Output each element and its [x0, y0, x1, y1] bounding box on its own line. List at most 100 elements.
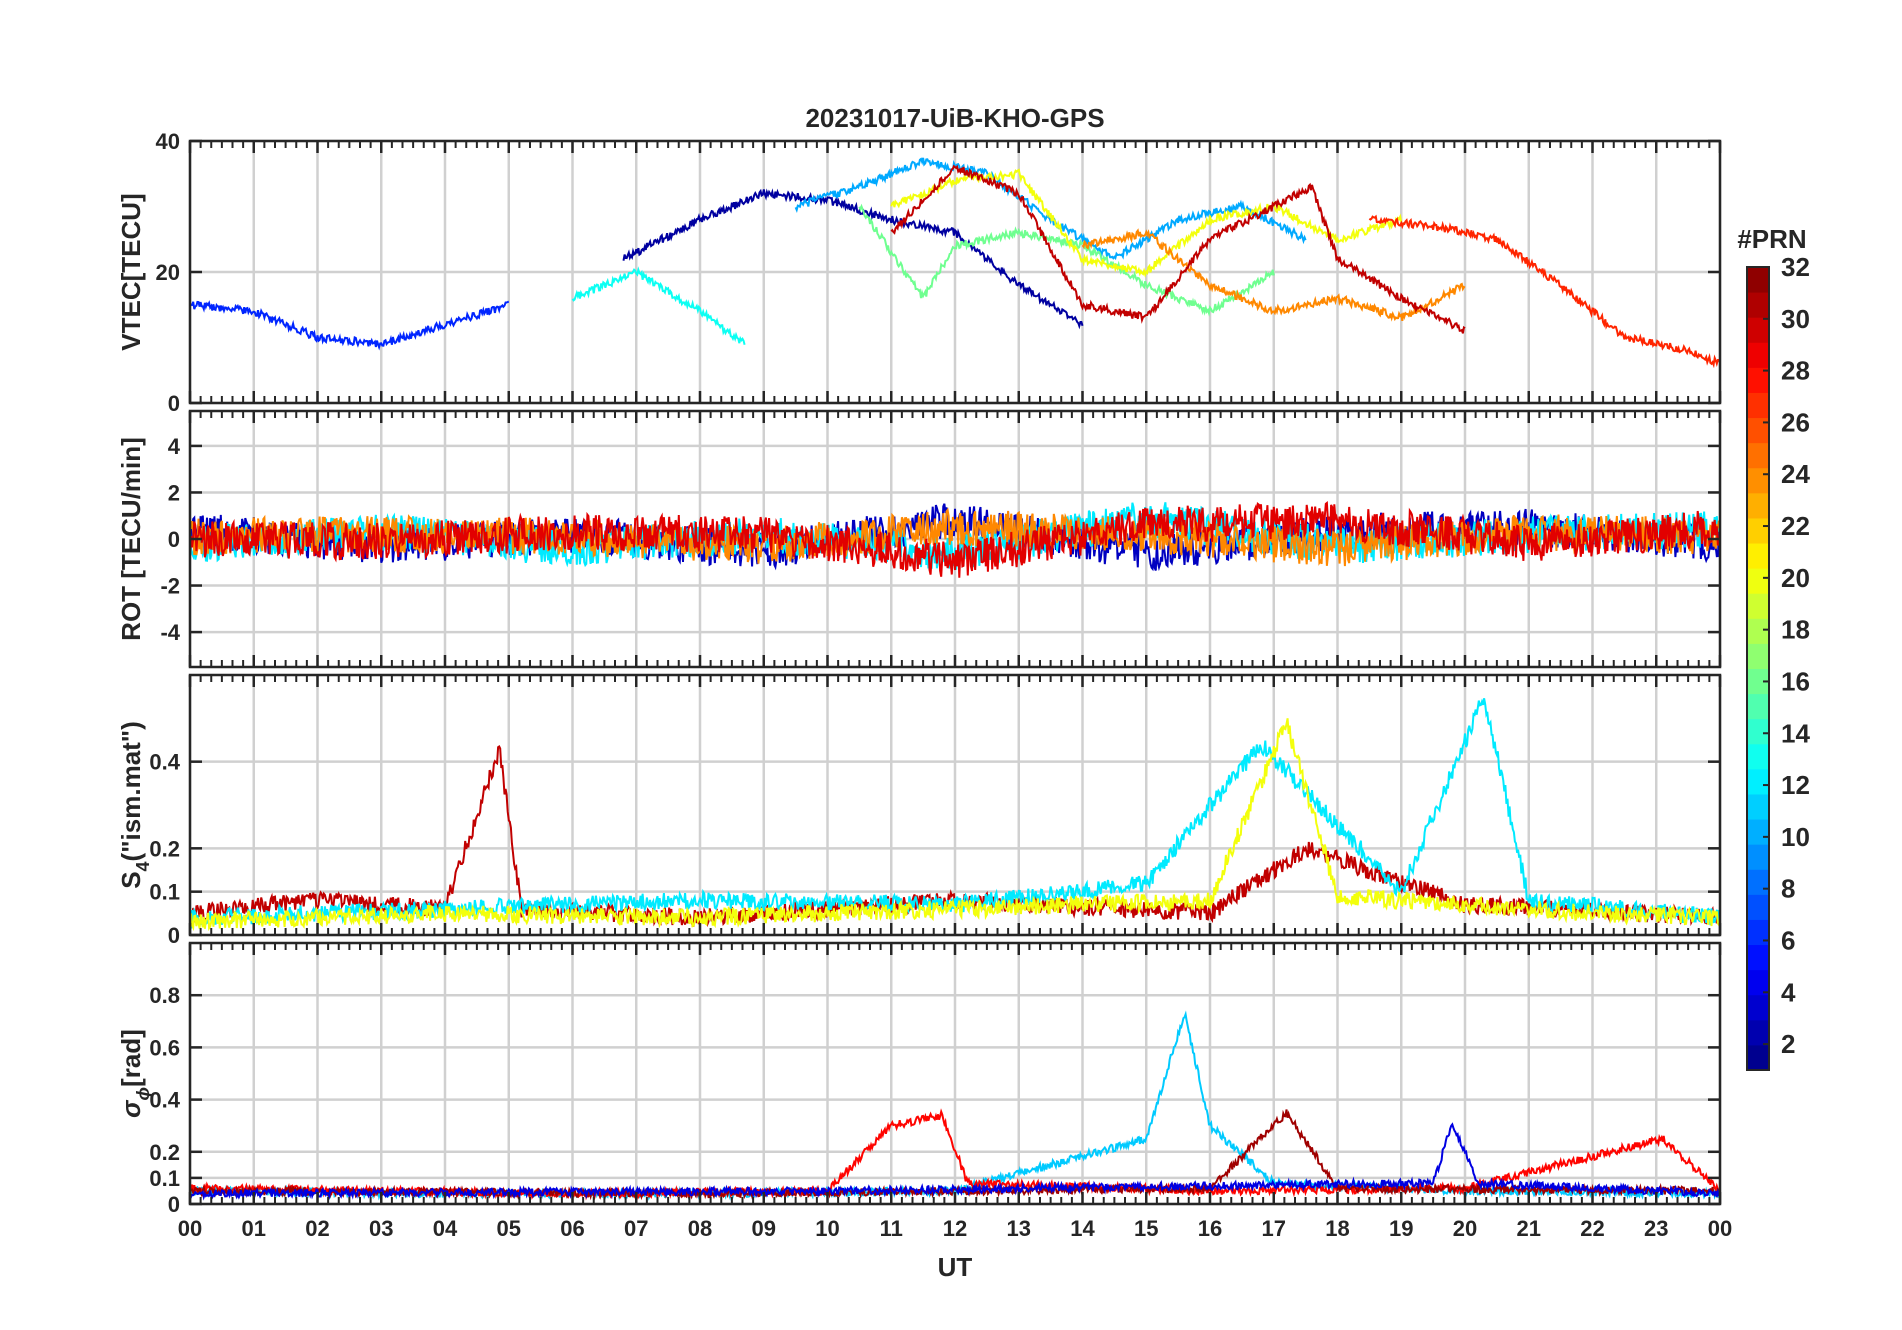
x-tick-label: 08	[688, 1216, 712, 1241]
y-tick-label: 20	[156, 260, 180, 285]
x-tick-label: 11	[880, 1216, 903, 1241]
series-line-prn-4	[190, 1122, 1720, 1201]
colorbar-tick-label: 32	[1781, 252, 1810, 282]
colorbar-band	[1747, 643, 1769, 669]
y-tick-label: -4	[160, 620, 180, 645]
colorbar-band	[1747, 568, 1769, 594]
panel-s4: 0 0.1 0.2 0.4S4("ism.mat")	[116, 673, 1722, 948]
chart-title: 20231017-UiB-KHO-GPS	[805, 103, 1104, 133]
colorbar-tick-label: 18	[1781, 615, 1810, 645]
series-line-prn-24	[1081, 228, 1466, 322]
y-axis-label-rot: ROT [TECU/min]	[116, 437, 146, 641]
colorbar-tick-label: 20	[1781, 563, 1810, 593]
y-axis-label-vtec: VTEC[TECU]	[116, 193, 146, 350]
x-tick-label: 02	[305, 1216, 329, 1241]
colorbar-tick-label: 28	[1781, 356, 1810, 386]
x-ticks-sigma_phi	[188, 943, 1722, 1204]
series-line-prn-20	[190, 718, 1720, 932]
y-tick-label: 4	[168, 434, 181, 459]
y-tick-label: 0.1	[149, 1166, 180, 1191]
colorbar-band	[1747, 693, 1769, 720]
x-tick-label: 09	[752, 1216, 776, 1241]
colorbar-band	[1747, 844, 1769, 870]
x-tick-label: 05	[497, 1216, 521, 1241]
y-tick-label: 40	[156, 129, 180, 154]
colorbar-band	[1747, 618, 1769, 644]
series-line-prn-13	[571, 266, 746, 345]
y-tick-label: 0.1	[149, 880, 180, 905]
x-tick-label: 14	[1070, 1216, 1095, 1241]
panel-vtec: 0 20 40 VTEC[TECU] 20231017-UiB-KHO-GPS	[116, 103, 1722, 416]
y-tick-label: 0	[168, 391, 180, 416]
series-line-prn-12	[190, 698, 1720, 930]
x-ticks-rot	[188, 411, 1722, 667]
colorbar-band	[1747, 543, 1769, 569]
colorbar-tick-label: 16	[1781, 666, 1810, 696]
colorbar-band	[1747, 793, 1769, 820]
colorbar-tick-label: 6	[1781, 925, 1795, 955]
x-tick-label: 22	[1580, 1216, 1604, 1241]
series-line-prn-10	[794, 157, 1307, 261]
panel-rot: -4 -2 0 2 4 ROT [TECU/min]	[116, 409, 1722, 669]
colorbar-tick-label: 30	[1781, 304, 1810, 334]
series-vtec	[190, 157, 1720, 369]
x-tick-label: 10	[815, 1216, 839, 1241]
colorbar-band	[1747, 768, 1769, 795]
colorbar-band	[1747, 919, 1769, 946]
colorbar-band	[1747, 267, 1769, 293]
x-tick-label: 23	[1644, 1216, 1668, 1241]
colorbar-band	[1747, 467, 1769, 494]
colorbar-band	[1747, 944, 1769, 971]
grid-vtec	[188, 139, 1722, 405]
colorbar-tick-label: 8	[1781, 874, 1795, 904]
x-ticks-vtec	[188, 141, 1722, 403]
y-axis-label-sigma_phi: σϕ[rad]	[116, 1029, 153, 1118]
x-tick-label: 18	[1325, 1216, 1349, 1241]
y-tick-label: 2	[168, 480, 180, 505]
series-rot	[190, 500, 1720, 578]
y-tick-label: -2	[160, 574, 180, 599]
colorbar-band	[1747, 668, 1769, 695]
panel-sigma_phi: 00.10.2 0.4 0.6 0.8 σϕ[rad] 00 01 02 03 04 05 06 07 0…	[116, 941, 1732, 1282]
series-line-prn-30	[890, 164, 1466, 334]
x-tick-label: 13	[1007, 1216, 1031, 1241]
colorbar-band	[1747, 317, 1769, 343]
y-tick-label: 0.4	[149, 750, 180, 775]
y-tick-label: 0	[168, 527, 180, 552]
x-tick-label: 21	[1517, 1216, 1541, 1241]
colorbar-tick-label: 14	[1781, 718, 1810, 748]
y-tick-label: 0.2	[149, 836, 180, 861]
y-tick-label: 0.4	[149, 1088, 180, 1113]
x-tick-label: 19	[1389, 1216, 1413, 1241]
x-tick-label: 20	[1453, 1216, 1477, 1241]
colorbar-band	[1747, 292, 1769, 318]
colorbar-tick-label: 24	[1781, 459, 1810, 489]
colorbar-band	[1747, 1019, 1769, 1046]
colorbar-band	[1747, 969, 1769, 996]
colorbar-band	[1747, 869, 1769, 895]
x-tick-label: 16	[1198, 1216, 1222, 1241]
colorbar-title: #PRN	[1737, 224, 1806, 254]
series-line-prn-27	[1368, 214, 1720, 369]
colorbar-band	[1747, 593, 1769, 619]
colorbar-band	[1747, 1044, 1769, 1071]
colorbar-band	[1747, 367, 1769, 393]
x-tick-label: 06	[560, 1216, 584, 1241]
series-s4	[190, 698, 1720, 932]
colorbar-band	[1747, 442, 1769, 469]
colorbar-tick-label: 2	[1781, 1029, 1795, 1059]
colorbar-tick-label: 12	[1781, 770, 1810, 800]
x-tick-label: 07	[624, 1216, 648, 1241]
x-axis-label: UT	[938, 1252, 973, 1282]
colorbar-tick-label: 10	[1781, 822, 1810, 852]
y-tick-label: 0	[168, 923, 180, 948]
series-line-prn-6	[190, 300, 510, 351]
colorbar-band	[1747, 894, 1769, 920]
y-tick-label: 0.8	[149, 983, 180, 1008]
x-tick-label: 03	[369, 1216, 393, 1241]
x-tick-label: 12	[943, 1216, 967, 1241]
colorbar-band	[1747, 392, 1769, 419]
colorbar-band	[1747, 743, 1769, 770]
colorbar-band	[1747, 417, 1769, 444]
